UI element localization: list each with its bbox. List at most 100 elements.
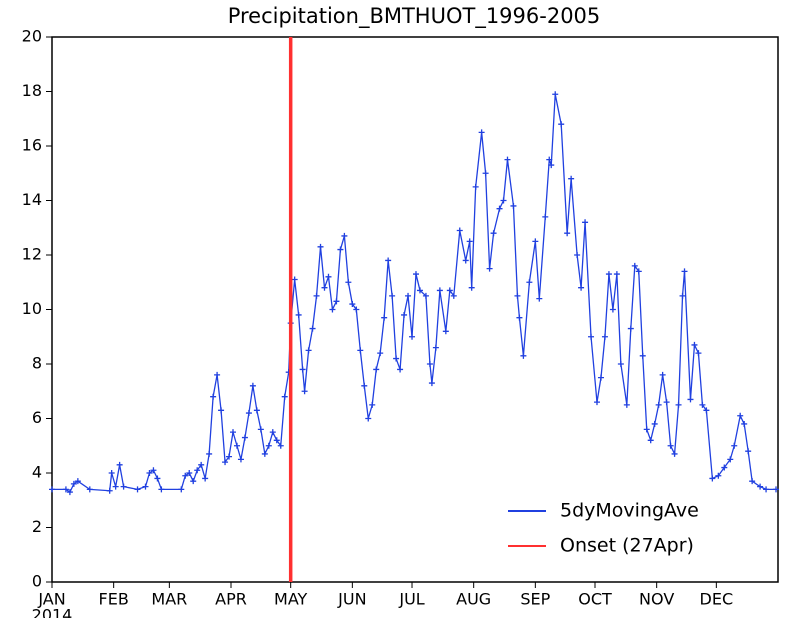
point-marker <box>552 91 559 98</box>
point-marker <box>490 230 497 237</box>
data-line <box>52 94 777 494</box>
point-marker <box>671 450 678 457</box>
point-marker <box>182 472 189 479</box>
point-marker <box>299 366 306 373</box>
point-marker <box>325 273 332 280</box>
point-marker <box>295 311 302 318</box>
point-marker <box>593 399 600 406</box>
point-marker <box>277 442 284 449</box>
point-marker <box>106 487 113 494</box>
point-marker <box>120 483 127 490</box>
point-marker <box>305 347 312 354</box>
point-marker <box>202 475 209 482</box>
point-marker <box>178 486 185 493</box>
point-marker <box>741 420 748 427</box>
point-marker <box>257 426 264 433</box>
point-marker <box>210 393 217 400</box>
point-marker <box>659 371 666 378</box>
point-marker <box>510 202 517 209</box>
point-marker <box>66 489 73 496</box>
point-marker <box>233 442 240 449</box>
point-marker <box>361 382 368 389</box>
point-marker <box>532 238 539 245</box>
point-marker <box>588 333 595 340</box>
point-marker <box>745 448 752 455</box>
point-marker <box>613 271 620 278</box>
point-marker <box>349 301 356 308</box>
point-marker <box>526 279 533 286</box>
point-marker <box>245 410 252 417</box>
point-marker <box>313 292 320 299</box>
point-marker <box>70 480 77 487</box>
point-marker <box>578 284 585 291</box>
point-marker <box>643 426 650 433</box>
point-marker <box>401 311 408 318</box>
point-marker <box>450 292 457 299</box>
point-marker <box>727 456 734 463</box>
point-marker <box>574 252 581 258</box>
point-marker <box>520 352 527 359</box>
point-marker <box>679 292 686 299</box>
point-marker <box>516 314 523 321</box>
x-tick-label: DEC <box>700 590 734 609</box>
point-marker <box>564 230 571 237</box>
point-marker <box>321 284 328 291</box>
point-marker <box>230 429 237 436</box>
point-marker <box>381 314 388 321</box>
point-marker <box>703 407 710 414</box>
point-marker <box>478 129 485 136</box>
point-marker <box>582 219 589 226</box>
point-marker <box>108 470 115 476</box>
point-marker <box>317 243 324 250</box>
legend-label: Onset (27Apr) <box>560 535 694 557</box>
point-marker <box>737 412 744 419</box>
point-marker <box>655 401 662 408</box>
point-marker <box>409 333 416 340</box>
y-tick-label: 18 <box>22 81 42 100</box>
point-marker <box>757 483 764 490</box>
point-marker <box>198 461 205 468</box>
x-tick-label: JUN <box>337 590 366 609</box>
point-marker <box>721 464 728 471</box>
point-marker <box>112 483 119 490</box>
point-marker <box>773 486 780 493</box>
point-marker <box>667 442 674 449</box>
point-marker <box>663 399 670 406</box>
point-marker <box>86 486 93 493</box>
point-marker <box>422 292 429 299</box>
point-marker <box>617 361 624 367</box>
point-marker <box>194 467 201 474</box>
point-marker <box>341 232 348 239</box>
y-tick-label: 2 <box>32 517 42 536</box>
point-marker <box>253 407 260 414</box>
point-marker <box>226 453 233 460</box>
point-marker <box>142 483 149 490</box>
y-tick-label: 10 <box>22 299 42 318</box>
point-marker <box>377 350 384 357</box>
y-tick-label: 0 <box>32 572 42 591</box>
x-tick-label: MAR <box>151 590 187 609</box>
point-marker <box>281 393 288 400</box>
point-marker <box>412 271 419 278</box>
point-marker <box>462 257 469 264</box>
point-marker <box>432 344 439 351</box>
point-marker <box>74 478 81 485</box>
point-marker <box>446 287 453 294</box>
y-tick-label: 16 <box>22 136 42 155</box>
point-marker <box>214 371 221 378</box>
point-marker <box>597 374 604 381</box>
point-marker <box>357 347 364 354</box>
point-marker <box>568 175 575 182</box>
point-marker <box>353 306 360 313</box>
point-marker <box>237 456 244 463</box>
point-marker <box>241 434 248 441</box>
point-marker <box>190 478 197 485</box>
point-marker <box>150 467 157 474</box>
point-marker <box>345 279 352 286</box>
point-marker <box>389 292 396 299</box>
point-marker <box>273 437 280 444</box>
point-marker <box>337 246 344 253</box>
point-marker <box>206 450 213 457</box>
point-marker <box>699 401 706 408</box>
